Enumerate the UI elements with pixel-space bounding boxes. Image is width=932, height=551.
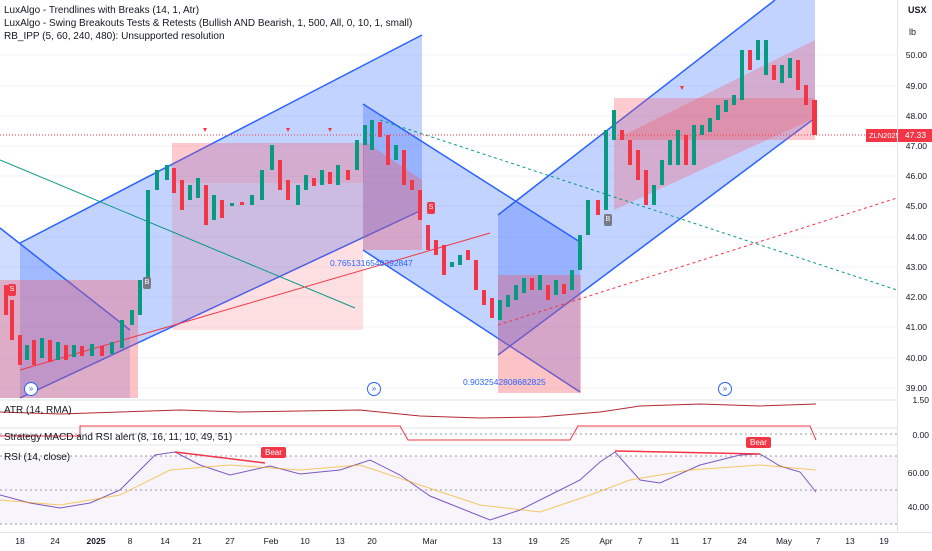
jump-arrow-icon[interactable]: » [24,382,38,396]
atr-tick: 1.50 [912,395,929,405]
sell-badge-1: S [427,202,435,214]
zone-red-3 [498,275,581,393]
legend-rb-ipp[interactable]: RB_IPP (5, 60, 240, 480): Unsupported re… [4,31,225,42]
price-tick: 46.00 [905,171,927,181]
time-tick: 19 [528,536,538,546]
ratio-label-1: 0.7651316540392847 [330,258,413,268]
bear-channel-1 [363,104,580,392]
bull-channel-2 [498,0,815,355]
time-tick: 13 [845,536,855,546]
rsi-tick: 60.00 [907,468,929,478]
time-tick: 7 [815,536,821,546]
price-axis[interactable]: USX lb 50.00 49.00 48.00 47.00 46.00 45.… [897,0,932,532]
time-tick: May [775,536,793,546]
legend-swing-breakouts[interactable]: LuxAlgo - Swing Breakouts Tests & Retest… [4,18,413,29]
currency-label[interactable]: USX [908,5,927,15]
trendline-teal [0,159,356,309]
time-tick: 24 [737,536,747,546]
symbol-badge: ZLN2025 [866,129,903,142]
price-tick: 50.00 [905,50,927,60]
time-tick: 18 [15,536,25,546]
time-tick: 7 [637,536,643,546]
candles [4,40,817,365]
price-tick: 41.00 [905,322,927,332]
jump-arrow-icon[interactable]: » [718,382,732,396]
zone-red-4 [614,98,815,140]
time-tick: 10 [300,536,310,546]
macd-pane-label[interactable]: Strategy MACD and RSI alert (8, 16, 11, … [4,432,233,443]
zone-red-2 [172,143,364,183]
trendline-red-dashed [497,197,898,326]
macd-tick: 0.00 [912,430,929,440]
rsi-ma-line [0,464,817,513]
price-tick: 47.00 [905,141,927,151]
rsi-pane-label[interactable]: RSI (14, close) [4,452,71,463]
rsi-line [0,451,817,521]
time-tick: 8 [127,536,133,546]
atr-pane-label[interactable]: ATR (14, RMA) [4,405,72,416]
price-tick: 48.00 [905,111,927,121]
chart-area[interactable]: LuxAlgo - Trendlines with Breaks (14, 1,… [0,0,903,532]
swing-markers [203,86,684,132]
unit-label: lb [909,27,917,37]
time-tick: 11 [670,536,680,546]
time-axis[interactable]: 18 24 2025 8 14 21 27 Feb 10 13 20 Mar 1… [0,532,932,551]
current-price-badge: 47.33 [898,129,932,142]
price-tick: 43.00 [905,262,927,272]
sell-badge-0: S [8,284,16,296]
time-tick: 24 [50,536,60,546]
time-tick: Feb [263,536,279,546]
time-tick: 27 [225,536,235,546]
legend-trendlines[interactable]: LuxAlgo - Trendlines with Breaks (14, 1,… [4,5,200,16]
buy-badge-1: B [143,277,151,289]
time-tick: 25 [560,536,570,546]
time-tick: 19 [879,536,889,546]
trendline-red [19,232,491,371]
price-tick: 44.00 [905,232,927,242]
time-tick: 13 [335,536,345,546]
buy-badge-2: B [604,214,612,226]
time-tick: 17 [702,536,712,546]
time-tick: 2025 [86,536,106,546]
price-tick: 39.00 [905,383,927,393]
ratio-label-2: 0.9032542808682825 [463,377,546,387]
price-tick: 42.00 [905,292,927,302]
macd-line [0,425,817,441]
zone-red-1 [0,280,138,398]
time-tick: Mar [422,536,438,546]
price-tick: 40.00 [905,353,927,363]
price-tick: 45.00 [905,201,927,211]
rsi-tick: 40.00 [907,502,929,512]
jump-arrow-icon[interactable]: » [367,382,381,396]
atr-line [0,403,817,419]
time-tick: 14 [160,536,170,546]
price-tick: 49.00 [905,81,927,91]
bear-tag-1: Bear [261,447,286,458]
time-tick: 20 [367,536,377,546]
time-tick: Apr [599,536,613,546]
price-chart-svg [0,0,898,525]
time-tick: 13 [492,536,502,546]
time-tick: 21 [192,536,202,546]
trendline-teal-dashed [379,119,898,291]
bear-tag-2: Bear [746,437,771,448]
